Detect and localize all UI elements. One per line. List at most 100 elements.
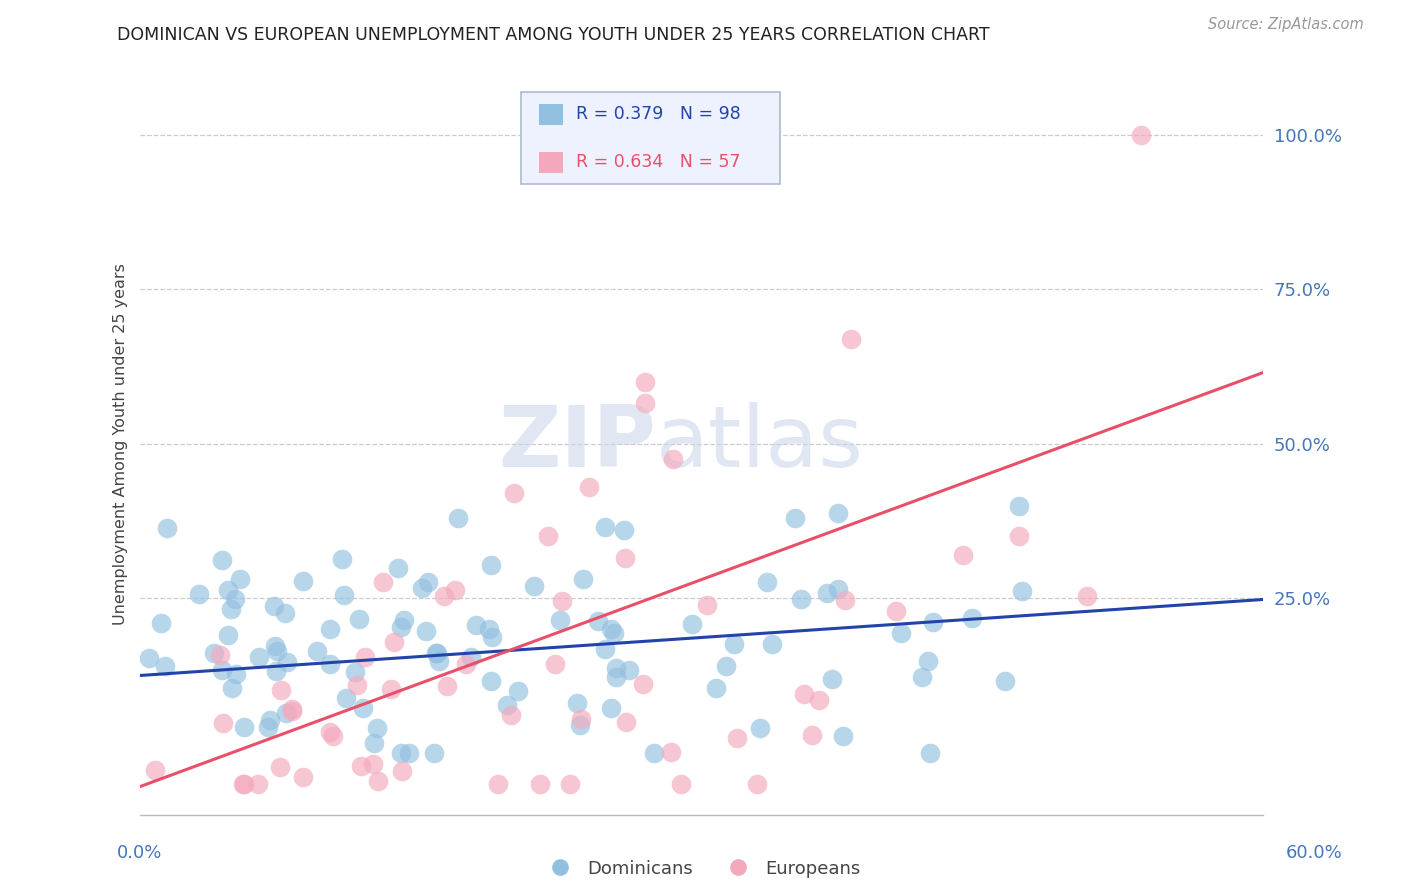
Point — [219, 602, 242, 616]
Point — [569, 712, 592, 726]
Point — [382, 634, 405, 648]
Point — [569, 718, 592, 732]
Legend: Dominicans, Europeans: Dominicans, Europeans — [534, 853, 868, 885]
Point — [211, 663, 233, 677]
Point — [427, 654, 450, 668]
Point — [723, 637, 745, 651]
Point — [478, 622, 501, 636]
Point — [1008, 529, 1031, 543]
Point — [614, 714, 637, 729]
Point — [188, 587, 211, 601]
Point — [232, 777, 254, 791]
Point — [389, 746, 412, 760]
Point — [266, 644, 288, 658]
Point — [725, 731, 748, 745]
Point — [322, 729, 344, 743]
FancyBboxPatch shape — [522, 92, 780, 185]
Point — [269, 760, 291, 774]
Point — [363, 737, 385, 751]
Point — [426, 646, 449, 660]
Point — [460, 650, 482, 665]
Point — [415, 624, 437, 638]
Point — [228, 572, 250, 586]
Point — [886, 604, 908, 618]
Point — [149, 616, 172, 631]
Point — [481, 630, 503, 644]
Point — [890, 625, 912, 640]
Point — [347, 612, 370, 626]
Point — [259, 713, 281, 727]
Point — [217, 628, 239, 642]
Point — [748, 721, 770, 735]
Point — [211, 553, 233, 567]
Point — [361, 757, 384, 772]
Point — [221, 681, 243, 696]
Point — [662, 452, 685, 467]
Point — [704, 681, 727, 695]
Point — [264, 640, 287, 654]
Point — [432, 589, 454, 603]
Point — [671, 777, 693, 791]
Point — [398, 746, 420, 760]
Point — [209, 648, 232, 662]
Point — [447, 511, 470, 525]
Point — [443, 582, 465, 597]
Point — [917, 654, 939, 668]
Point — [416, 574, 439, 589]
Point — [202, 646, 225, 660]
Point — [344, 665, 367, 679]
Point — [821, 672, 844, 686]
Point — [544, 657, 567, 671]
Point — [465, 618, 488, 632]
Point — [256, 720, 278, 734]
Point — [156, 521, 179, 535]
Point — [911, 670, 934, 684]
Point — [496, 698, 519, 712]
Point — [503, 486, 526, 500]
Point — [392, 613, 415, 627]
Point — [479, 558, 502, 572]
Point — [550, 594, 572, 608]
Point — [281, 704, 304, 718]
Point — [605, 661, 627, 675]
Point — [756, 574, 779, 589]
Point — [960, 611, 983, 625]
Point — [330, 552, 353, 566]
Point — [761, 637, 783, 651]
Point — [537, 529, 560, 543]
Point — [696, 598, 718, 612]
Point — [523, 578, 546, 592]
Point — [367, 774, 389, 789]
Point — [634, 375, 657, 389]
Point — [354, 649, 377, 664]
Point — [659, 745, 682, 759]
Text: atlas: atlas — [657, 402, 865, 485]
Point — [264, 664, 287, 678]
Point — [1130, 128, 1153, 142]
Point — [783, 511, 806, 525]
Point — [619, 663, 641, 677]
Point — [922, 615, 945, 630]
Point — [456, 657, 478, 672]
Point — [319, 622, 342, 636]
Point — [143, 763, 166, 777]
Point — [333, 588, 356, 602]
Text: 0.0%: 0.0% — [117, 844, 162, 862]
Point — [599, 622, 621, 636]
FancyBboxPatch shape — [538, 151, 562, 173]
Point — [631, 676, 654, 690]
Text: R = 0.634   N = 57: R = 0.634 N = 57 — [576, 153, 741, 171]
Point — [318, 725, 340, 739]
Point — [834, 593, 856, 607]
Point — [1008, 499, 1031, 513]
Point — [225, 666, 247, 681]
Text: DOMINICAN VS EUROPEAN UNEMPLOYMENT AMONG YOUTH UNDER 25 YEARS CORRELATION CHART: DOMINICAN VS EUROPEAN UNEMPLOYMENT AMONG… — [117, 26, 990, 44]
Point — [307, 644, 329, 658]
Point — [270, 682, 292, 697]
Text: 60.0%: 60.0% — [1286, 844, 1343, 862]
Point — [276, 655, 298, 669]
Point — [246, 777, 269, 791]
Point — [280, 702, 302, 716]
Point — [593, 520, 616, 534]
Point — [614, 550, 637, 565]
